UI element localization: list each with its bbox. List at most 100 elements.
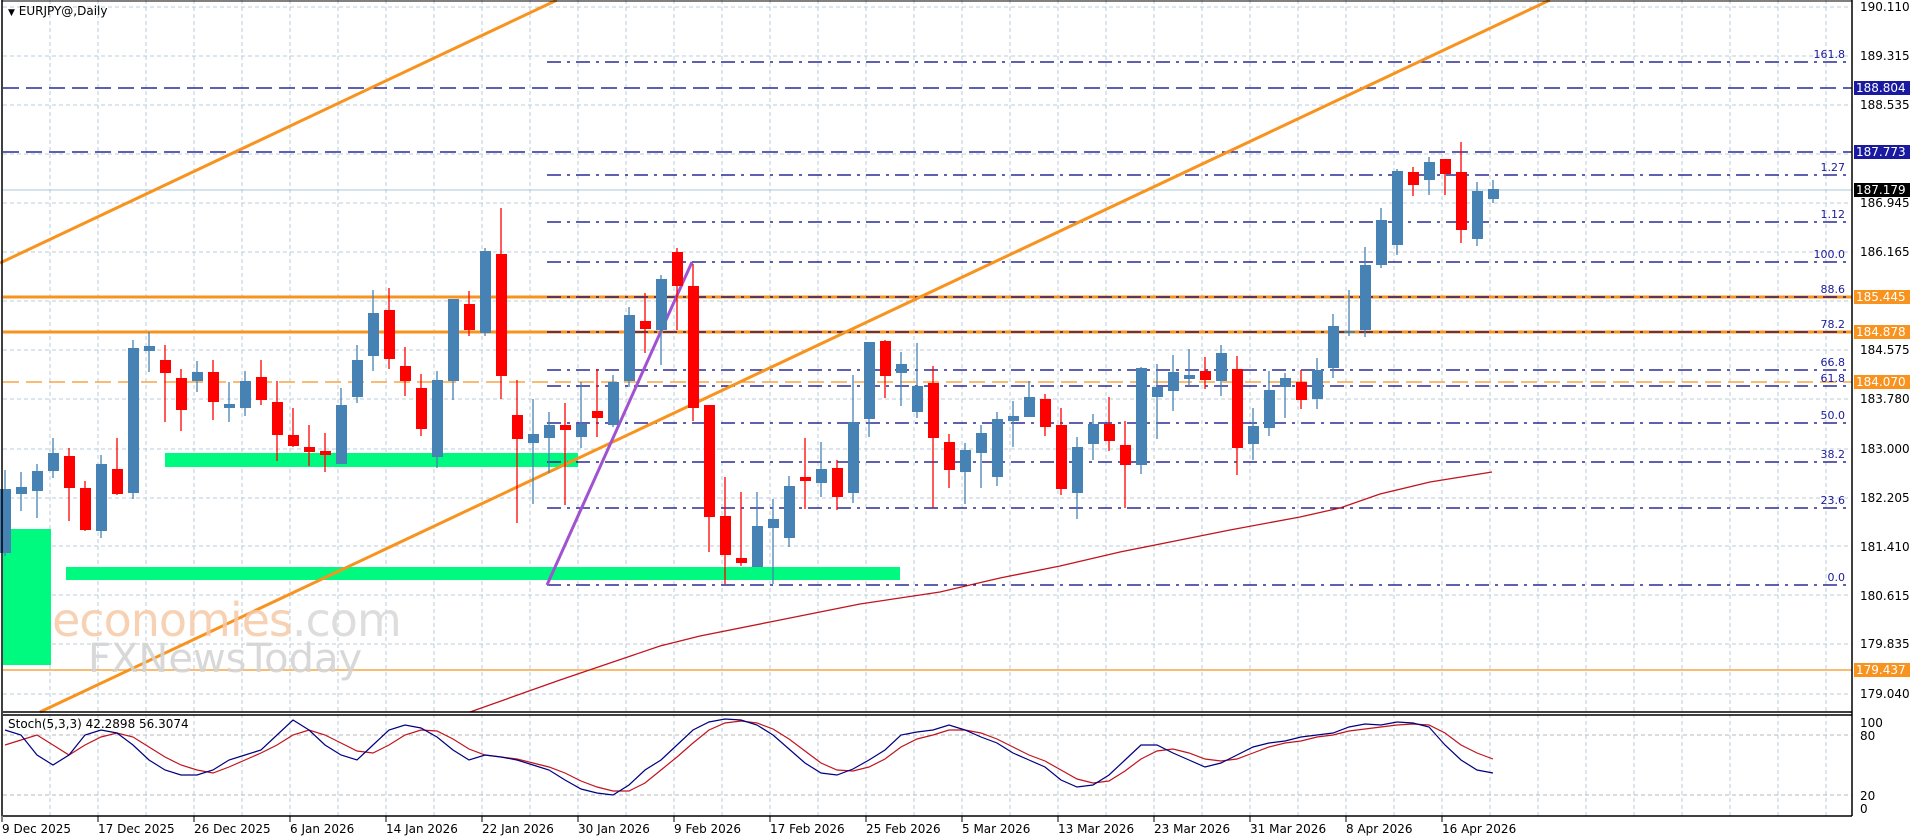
bull-candle: [352, 360, 363, 397]
price-axis-label: 189.315: [1860, 49, 1910, 63]
bear-candle: [928, 383, 939, 438]
price-tag: 184.070: [1854, 375, 1910, 389]
fib-label: 1.12: [1820, 208, 1846, 221]
bear-candle: [320, 451, 331, 455]
bear-candle: [176, 378, 187, 410]
chart-title[interactable]: ▼ EURJPY@,Daily: [8, 4, 107, 18]
fib-label: 1.27: [1820, 161, 1846, 174]
stochastic-oscillator: [4, 718, 1494, 796]
bull-candle: [752, 526, 763, 567]
bull-candle: [1424, 162, 1435, 180]
price-axis-label: 186.945: [1860, 196, 1910, 210]
bear-candle: [304, 447, 315, 452]
price-axis-label: 188.535: [1860, 98, 1910, 112]
date-label: 9 Dec 2025: [2, 822, 72, 836]
bull-candle: [1168, 372, 1179, 391]
date-label: 5 Mar 2026: [962, 822, 1031, 836]
fib-label: 61.8: [1820, 372, 1846, 385]
bull-candle: [1024, 397, 1035, 417]
stoch-signal-line: [4, 720, 1494, 792]
bear-candle: [640, 321, 651, 329]
bull-candle: [1360, 265, 1371, 330]
green-support-zones: [3, 453, 900, 665]
bear-candle: [400, 366, 411, 381]
fib-label: 23.6: [1820, 494, 1846, 507]
bear-candle: [1232, 369, 1243, 448]
price-axis-label: 186.165: [1860, 245, 1910, 259]
purple-trendline[interactable]: [545, 261, 694, 586]
fib-label: 88.6: [1820, 283, 1846, 296]
bull-candle: [1472, 191, 1483, 239]
date-label: 14 Jan 2026: [386, 822, 458, 836]
date-label: 31 Mar 2026: [1250, 822, 1327, 836]
price-axis-label: 183.780: [1860, 392, 1910, 406]
bull-candle: [624, 315, 635, 381]
bull-candle: [1280, 378, 1291, 387]
channel-upper-line[interactable]: [0, 0, 558, 265]
bear-candle: [208, 372, 219, 402]
bull-candle: [912, 386, 923, 412]
bull-candle: [1248, 426, 1259, 444]
bull-candle: [768, 519, 779, 528]
green-zone-upper: [165, 453, 578, 467]
bull-candle: [528, 434, 539, 443]
bear-candle: [944, 442, 955, 470]
bear-candle: [1296, 382, 1307, 400]
bull-candle: [1008, 416, 1019, 421]
watermark-com-text: .com: [291, 593, 402, 647]
bull-candle: [960, 450, 971, 472]
fib-label: 50.0: [1820, 409, 1846, 422]
bull-candle: [1312, 370, 1323, 399]
bear-candle: [704, 405, 715, 517]
bull-candle: [1344, 331, 1355, 333]
bull-candle: [0, 489, 11, 553]
price-axis-label: 180.615: [1860, 589, 1910, 603]
date-label: 25 Feb 2026: [866, 822, 941, 836]
channel-lower-line[interactable]: [39, 0, 1551, 714]
bull-candle: [336, 405, 347, 464]
stoch-title: Stoch(5,3,3) 42.2898 56.3074: [8, 717, 189, 731]
triangle-down-icon[interactable]: ▼: [8, 8, 15, 18]
bull-candle: [848, 422, 859, 493]
price-tag: 187.179: [1854, 183, 1910, 197]
bear-candle: [1104, 424, 1115, 441]
bull-candle: [224, 404, 235, 408]
bear-candle: [256, 377, 267, 400]
symbol-title-text: EURJPY@,Daily: [18, 4, 108, 18]
bull-candle: [784, 486, 795, 538]
fib-label: 161.8: [1813, 48, 1846, 61]
bear-candle: [720, 516, 731, 555]
bull-candle: [816, 469, 827, 483]
bull-candle: [128, 348, 139, 493]
price-axis-label: 184.575: [1860, 343, 1910, 357]
price-tag: 184.878: [1854, 325, 1910, 339]
bear-candle: [1200, 371, 1211, 380]
bull-candle: [1088, 424, 1099, 444]
fib-label: 0.0: [1827, 571, 1846, 584]
bull-candle: [240, 381, 251, 408]
bull-candle: [1392, 171, 1403, 245]
bear-candle: [160, 360, 171, 373]
fib-label: 66.8: [1820, 356, 1846, 369]
time-axis-ticks: [1, 816, 1443, 822]
bear-candle: [672, 252, 683, 286]
bull-candle: [608, 382, 619, 425]
orange-channel[interactable]: [0, 0, 1551, 714]
watermark-fxnewstoday: FXNewsToday: [88, 636, 363, 682]
bull-candle: [1152, 387, 1163, 397]
bull-candle: [1328, 326, 1339, 368]
fibonacci-levels[interactable]: [547, 61, 1852, 586]
watermark-economies-text: economies: [52, 593, 293, 647]
bull-candle: [896, 364, 907, 373]
date-label: 30 Jan 2026: [578, 822, 650, 836]
bear-candle: [384, 310, 395, 359]
bear-candle: [416, 388, 427, 429]
fib-label: 38.2: [1820, 448, 1846, 461]
bear-candle: [496, 254, 507, 376]
price-tag: 185.445: [1854, 290, 1910, 304]
bear-candle: [1056, 425, 1067, 489]
date-label: 8 Apr 2026: [1346, 822, 1413, 836]
date-label: 13 Mar 2026: [1058, 822, 1135, 836]
price-axis-label: 181.410: [1860, 540, 1910, 554]
